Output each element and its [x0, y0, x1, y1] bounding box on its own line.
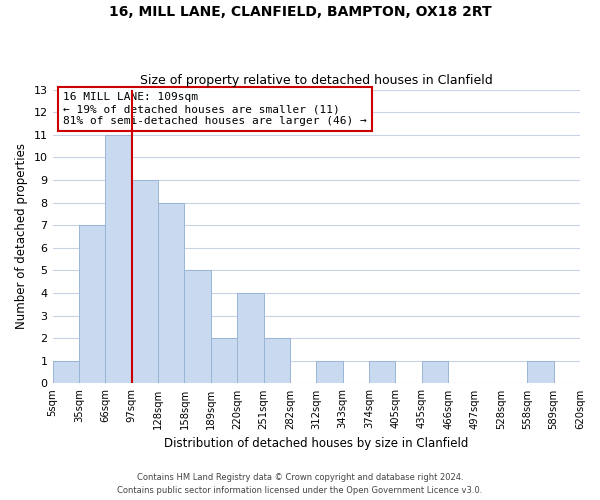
Bar — [211, 338, 237, 384]
Text: Contains HM Land Registry data © Crown copyright and database right 2024.
Contai: Contains HM Land Registry data © Crown c… — [118, 474, 482, 495]
X-axis label: Distribution of detached houses by size in Clanfield: Distribution of detached houses by size … — [164, 437, 469, 450]
Bar — [105, 135, 131, 384]
Text: 16 MILL LANE: 109sqm
← 19% of detached houses are smaller (11)
81% of semi-detac: 16 MILL LANE: 109sqm ← 19% of detached h… — [63, 92, 367, 126]
Bar — [158, 202, 184, 384]
Bar — [316, 361, 343, 384]
Bar — [184, 270, 211, 384]
Text: 16, MILL LANE, CLANFIELD, BAMPTON, OX18 2RT: 16, MILL LANE, CLANFIELD, BAMPTON, OX18 … — [109, 5, 491, 19]
Bar — [79, 225, 105, 384]
Bar — [53, 361, 79, 384]
Title: Size of property relative to detached houses in Clanfield: Size of property relative to detached ho… — [140, 74, 493, 87]
Bar — [237, 293, 263, 384]
Y-axis label: Number of detached properties: Number of detached properties — [15, 144, 28, 330]
Bar — [131, 180, 158, 384]
Bar — [422, 361, 448, 384]
Bar — [369, 361, 395, 384]
Bar — [263, 338, 290, 384]
Bar — [527, 361, 554, 384]
